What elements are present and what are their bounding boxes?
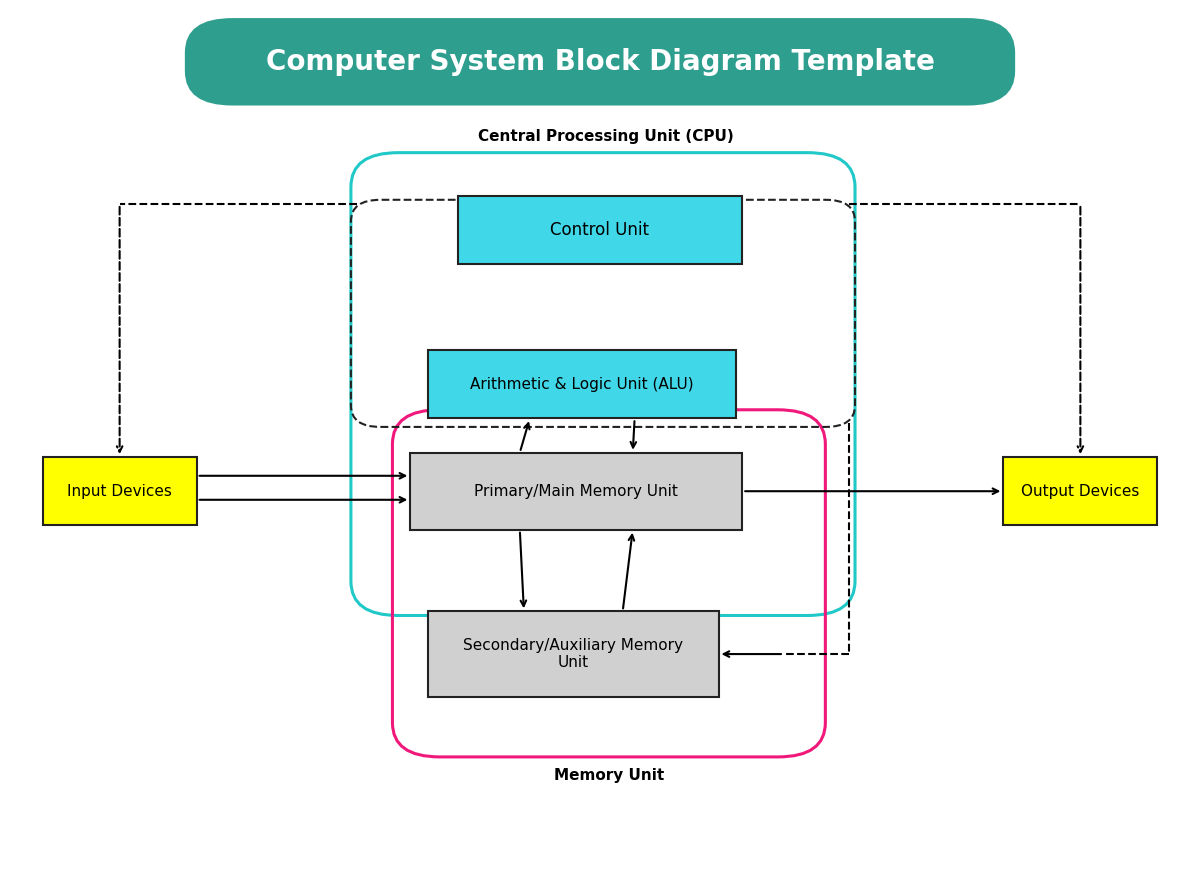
Text: Primary/Main Memory Unit: Primary/Main Memory Unit [474,483,678,499]
Text: Secondary/Auxiliary Memory
Unit: Secondary/Auxiliary Memory Unit [463,638,683,671]
FancyBboxPatch shape [42,457,197,525]
FancyBboxPatch shape [428,350,737,418]
FancyBboxPatch shape [428,611,719,697]
FancyBboxPatch shape [410,453,743,530]
Text: Input Devices: Input Devices [67,483,172,499]
FancyBboxPatch shape [457,195,743,264]
Text: Central Processing Unit (CPU): Central Processing Unit (CPU) [478,129,734,144]
FancyBboxPatch shape [185,18,1015,105]
Text: Control Unit: Control Unit [551,220,649,239]
Text: Computer System Block Diagram Template: Computer System Block Diagram Template [265,48,935,76]
Text: Output Devices: Output Devices [1021,483,1140,499]
Text: Memory Unit: Memory Unit [553,768,664,783]
FancyBboxPatch shape [1003,457,1158,525]
Text: Arithmetic & Logic Unit (ALU): Arithmetic & Logic Unit (ALU) [470,376,694,392]
